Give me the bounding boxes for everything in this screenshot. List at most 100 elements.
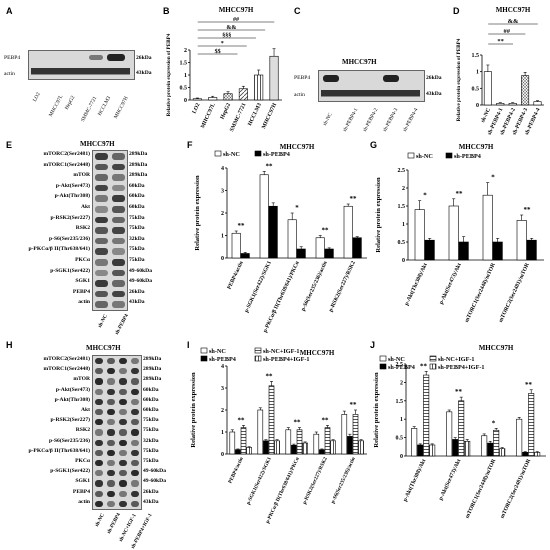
blot-row-label: PKCα — [75, 257, 90, 263]
bar — [458, 241, 469, 261]
blot-lane-label: sh-NC — [322, 112, 334, 127]
band — [131, 490, 139, 497]
blot-panel-a: PEBP4 actin 26kDa 43kDa LO2 MHCC97L HepG… — [0, 0, 160, 130]
blot-row-label: SGK1 — [75, 478, 90, 485]
y-tick-label: 0 — [221, 452, 224, 458]
y-tick-label: 2.5 — [398, 168, 406, 174]
legend-swatch — [445, 152, 453, 159]
blot-size-label: 43kDa — [129, 299, 145, 306]
legend-swatch — [254, 150, 262, 157]
band — [107, 398, 115, 405]
bar — [229, 431, 236, 455]
bar — [496, 103, 505, 106]
band — [119, 460, 127, 467]
band — [131, 500, 139, 507]
legend-label: sh-PEBP4+IGF-1 — [263, 356, 310, 363]
blot-row-label: p-PKCα/β II(Thr638/641) — [28, 447, 90, 454]
band — [95, 500, 103, 507]
bar — [263, 440, 269, 455]
y-tick-label: 3 — [221, 189, 224, 195]
significance-marker: * — [423, 192, 427, 200]
band — [95, 216, 108, 224]
y-tick-label: 0.5 — [180, 86, 188, 92]
band — [107, 358, 115, 365]
bar — [269, 55, 279, 101]
y-tick-label: 0.5 — [396, 436, 404, 442]
blot-row-label: p-SGK1(Ser422) — [50, 267, 90, 274]
band — [95, 439, 103, 446]
significance-marker: * — [492, 419, 496, 427]
x-tick-label: PEBP4/actin — [226, 260, 245, 291]
panel-letter-a: A — [6, 6, 13, 16]
bar — [483, 71, 492, 106]
y-tick-label: 2 — [221, 211, 224, 217]
chart-title: MHCC97H — [280, 143, 315, 151]
band — [119, 368, 127, 375]
bar — [522, 452, 529, 457]
chart-i: MHCC97H Relative protein expression 0 1 2 3 4 *… — [190, 347, 367, 524]
blot-panel-e: MHCC97H mTORC2(Ser2481) 289kDa mTORC1(Ser2… — [0, 140, 185, 336]
y-tick-label: 4 — [221, 166, 224, 172]
y-tick-label: 1 — [184, 73, 187, 79]
bar — [452, 439, 459, 457]
band — [107, 54, 125, 61]
band — [119, 419, 127, 426]
band — [112, 259, 125, 266]
bar — [341, 414, 348, 455]
x-tick-label: MHCC97H — [261, 102, 278, 130]
x-tick-label: p-Akt(Thr308)/Akt — [402, 458, 428, 503]
bar — [343, 205, 353, 259]
legend-swatch — [429, 355, 437, 362]
x-tick-label: SMMC-7721 — [229, 102, 248, 133]
band — [112, 248, 125, 255]
blot-row-label: actin — [4, 71, 15, 77]
blot-size-label: 75kDa — [129, 225, 145, 232]
significance-marker: §§§ — [222, 33, 231, 39]
chart-b: MHCC97H Relative protein expression of PE… — [166, 6, 282, 133]
chart-j: MHCC97H Relative protein expression 0 0.5 1 1… — [373, 344, 546, 520]
blot-row-label: PEBP4 — [294, 75, 311, 81]
panel-letter-f: F — [187, 140, 193, 150]
x-tick-label: p-SGK1(Ser422)/SGK1 — [245, 456, 273, 506]
bar — [235, 449, 241, 455]
blot-size-label: 289kDa — [143, 376, 162, 383]
blot-membrane — [92, 150, 128, 311]
x-tick-label: p-RSK2(Ser227)/RSK2 — [301, 456, 329, 506]
band — [95, 490, 103, 497]
legend-swatch — [254, 355, 262, 362]
chart-title: MHCC97H — [300, 349, 335, 357]
significance-marker: ** — [322, 227, 330, 235]
x-tick-label: p-Akt(Ser473)/Akt — [437, 458, 462, 502]
band — [112, 290, 125, 298]
blot-panel-h: MHCC97H mTORC2(Ser2481) 289kDa mTORC1(Ser2… — [0, 340, 185, 550]
significance-marker: ** — [456, 190, 464, 198]
blot-size-label: 60kDa — [129, 204, 145, 210]
bar — [223, 93, 233, 101]
x-tick-label: PEBP4/actin — [227, 456, 244, 484]
band — [95, 206, 108, 213]
band — [323, 75, 339, 82]
bar — [291, 444, 297, 455]
blot-lane-label: HCCLM3 — [97, 95, 113, 117]
band — [95, 163, 108, 171]
bar — [257, 409, 264, 455]
band — [119, 439, 127, 446]
y-tick-label: 2.5 — [396, 362, 404, 368]
blot-size-label: 49-60kDa — [143, 478, 166, 485]
band — [112, 237, 125, 245]
significance-marker: * — [295, 204, 299, 212]
blot-row-label: RSK2 — [75, 225, 90, 232]
band — [112, 301, 125, 308]
band — [107, 419, 115, 426]
blot-row-label: mTORC2(Ser2481) — [43, 151, 90, 157]
bar — [358, 440, 364, 455]
blot-row-label: actin — [78, 498, 90, 505]
band — [95, 280, 108, 287]
significance-marker: ** — [294, 419, 302, 427]
band — [95, 409, 103, 416]
blot-row-label: p-RSK2(Ser227) — [50, 214, 90, 221]
chart-d: MHCC97H Relative protein expression of PE… — [456, 6, 544, 135]
blot-row-label: p-Akt(Ser473) — [55, 386, 90, 393]
bar — [464, 440, 471, 457]
blot-row-label: RSK2 — [75, 427, 90, 434]
